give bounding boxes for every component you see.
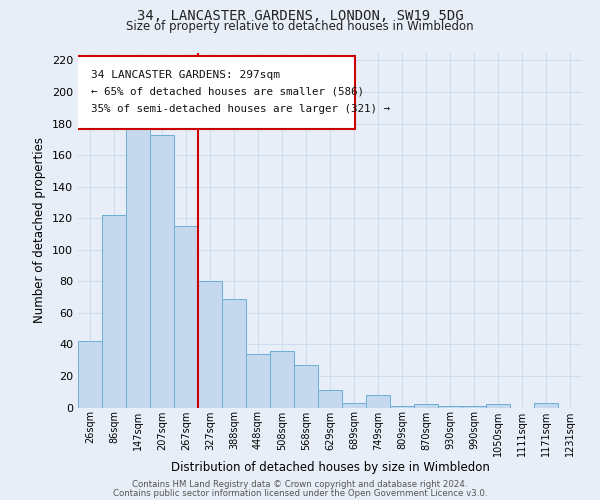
Bar [534,403,558,407]
Bar [438,406,462,407]
Text: 35% of semi-detached houses are larger (321) →: 35% of semi-detached houses are larger (… [91,104,389,114]
Text: ← 65% of detached houses are smaller (586): ← 65% of detached houses are smaller (58… [91,86,364,96]
Bar [198,282,222,408]
Bar [174,226,198,408]
Bar [318,390,342,407]
Bar [390,406,414,407]
Bar [222,298,246,408]
Text: Contains HM Land Registry data © Crown copyright and database right 2024.: Contains HM Land Registry data © Crown c… [132,480,468,489]
Text: Size of property relative to detached houses in Wimbledon: Size of property relative to detached ho… [126,20,474,33]
Bar [270,350,294,408]
Bar [150,134,174,407]
X-axis label: Distribution of detached houses by size in Wimbledon: Distribution of detached houses by size … [170,461,490,474]
Bar [366,395,390,407]
Bar [342,403,366,407]
Bar [102,215,126,408]
Bar [486,404,510,407]
Text: Contains public sector information licensed under the Open Government Licence v3: Contains public sector information licen… [113,488,487,498]
Bar [78,341,102,407]
Bar [414,404,438,407]
Y-axis label: Number of detached properties: Number of detached properties [34,137,46,323]
Bar [126,119,150,408]
Text: 34 LANCASTER GARDENS: 297sqm: 34 LANCASTER GARDENS: 297sqm [91,70,280,80]
Text: 34, LANCASTER GARDENS, LONDON, SW19 5DG: 34, LANCASTER GARDENS, LONDON, SW19 5DG [137,9,463,23]
Bar [462,406,486,407]
Bar [294,365,318,408]
FancyBboxPatch shape [76,56,355,129]
Bar [246,354,270,408]
